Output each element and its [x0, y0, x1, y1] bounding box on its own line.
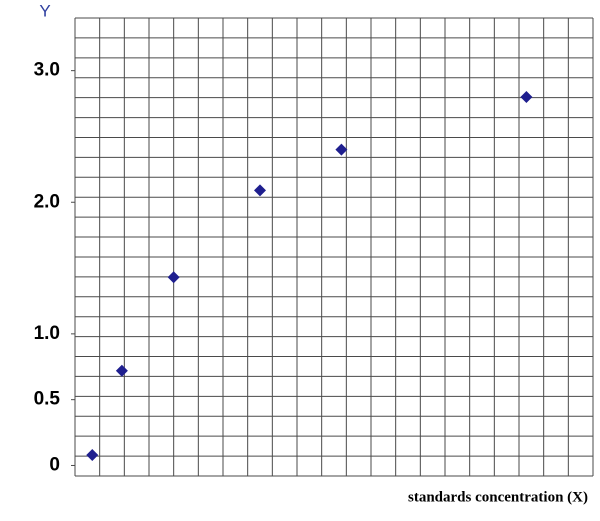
x-axis-title: standards concentration (X): [408, 489, 588, 505]
data-point: [520, 90, 533, 103]
y-axis-title: Y: [39, 1, 50, 20]
data-point: [254, 184, 266, 197]
y-tick-label: 0: [49, 454, 60, 475]
data-point: [115, 364, 128, 377]
y-tick-label: 1.0: [34, 323, 60, 344]
y-tick-label: 3.0: [34, 60, 60, 81]
data-point: [167, 271, 180, 284]
data-point: [335, 143, 348, 156]
y-tick-label: 2.0: [34, 191, 60, 212]
data-point: [86, 448, 99, 461]
y-tick-label: 0.5: [34, 389, 61, 410]
